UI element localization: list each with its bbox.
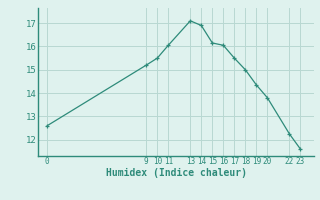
X-axis label: Humidex (Indice chaleur): Humidex (Indice chaleur) — [106, 168, 246, 178]
